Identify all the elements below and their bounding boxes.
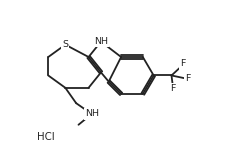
Text: HCl: HCl <box>37 132 55 142</box>
Text: S: S <box>62 40 68 49</box>
Text: F: F <box>180 59 186 68</box>
Text: NH: NH <box>94 37 108 46</box>
Text: F: F <box>185 74 190 83</box>
Text: F: F <box>170 84 176 93</box>
Text: NH: NH <box>85 110 99 118</box>
